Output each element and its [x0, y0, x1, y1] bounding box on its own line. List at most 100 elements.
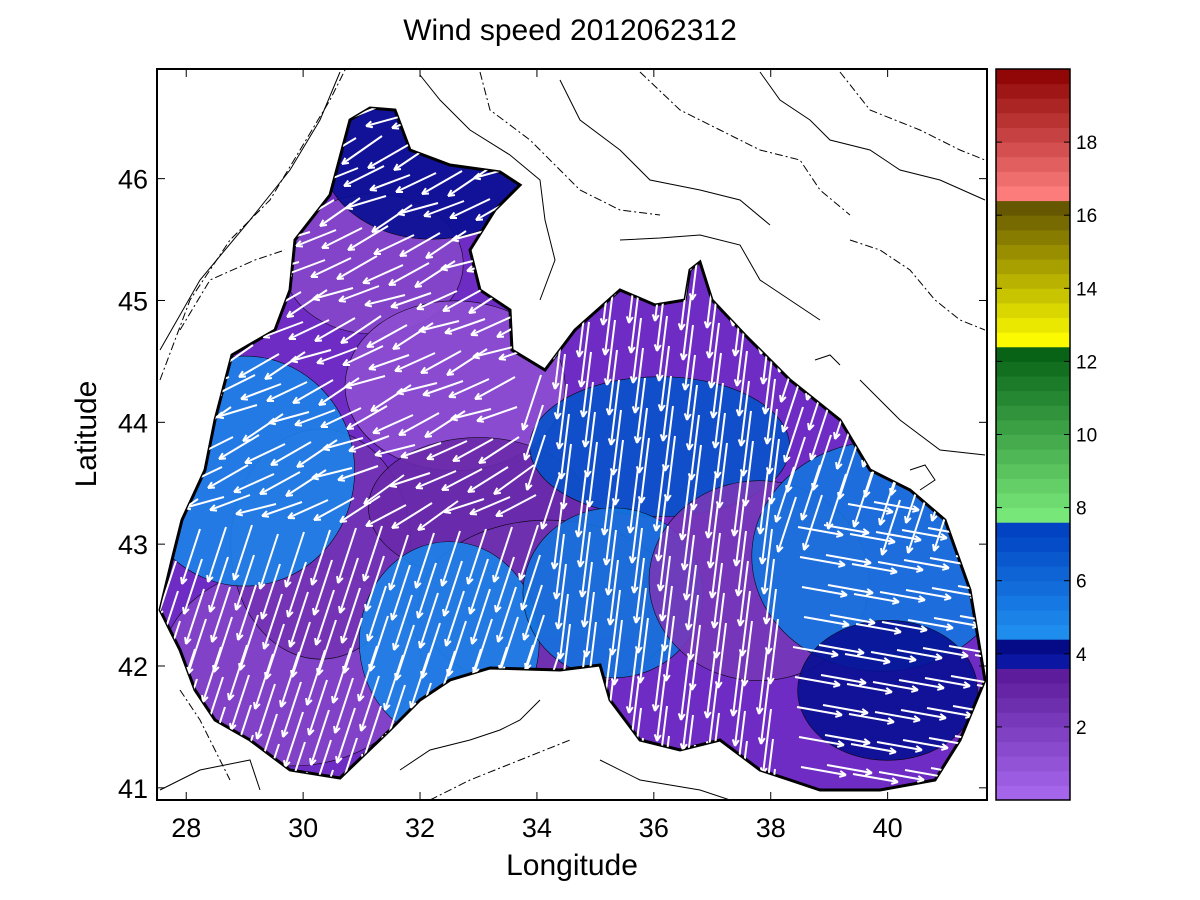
wind-arrow-head [939, 533, 948, 541]
wind-arrow [289, 591, 309, 648]
wind-arrow [265, 623, 285, 680]
wind-arrow [478, 436, 520, 464]
wind-arrow [254, 653, 274, 710]
wind-arrow [342, 345, 384, 366]
wind-arrow-head [184, 636, 192, 645]
wind-arrow [588, 441, 598, 508]
colorbar-swatch [996, 624, 1070, 640]
wind-arrow-head [496, 330, 505, 338]
wind-arrow [261, 563, 281, 620]
wind-arrow [474, 376, 516, 400]
wind-arrow-head [987, 650, 994, 656]
wind-arrow-head [779, 394, 787, 403]
wind-arrow-head [654, 554, 663, 562]
wind-arrow [524, 404, 544, 461]
wind-arrow-head [312, 607, 320, 616]
wind-arrow-head [340, 816, 346, 823]
wind-arrow [473, 618, 493, 675]
wind-arrow-head [655, 374, 664, 382]
wind-arrow [824, 734, 871, 744]
wind-arrow [421, 170, 463, 195]
wind-arrow [415, 470, 457, 489]
wind-arrow-head [321, 241, 330, 249]
wind-arrow [584, 381, 594, 448]
wind-arrow [853, 593, 900, 603]
wind-arrow [207, 464, 249, 489]
wind-arrow-head [705, 351, 714, 359]
wind-arrow-head [397, 208, 406, 217]
wind-arrow [605, 499, 615, 566]
wind-arrow-head [469, 508, 478, 516]
wind-arrow [581, 531, 591, 598]
colorbar-swatch [996, 697, 1070, 713]
wind-arrow [422, 380, 464, 396]
wind-arrow-head [307, 727, 315, 736]
wind-arrow-head [424, 430, 433, 438]
colorbar-swatch [996, 156, 1070, 172]
wind-arrow-head [862, 738, 871, 746]
wind-arrow-head [418, 640, 426, 649]
wind-arrow-head [467, 485, 476, 493]
wind-arrow [363, 474, 405, 505]
wind-arrow [744, 440, 754, 507]
wind-arrow-head [286, 310, 295, 318]
wind-arrow-head [826, 521, 834, 530]
wind-arrow [825, 554, 872, 564]
wind-arrow [558, 383, 568, 450]
colorbar-swatch [996, 69, 1070, 85]
y-tick-label: 44 [118, 408, 148, 438]
wind-arrow-head [832, 680, 841, 688]
wind-arrow [228, 644, 248, 701]
wind-arrow [933, 617, 980, 627]
wind-arrow-head [400, 451, 409, 459]
colorbar-swatch [996, 259, 1070, 275]
wind-arrow [810, 404, 830, 461]
colorbar-swatch [996, 142, 1070, 158]
colorbar-swatch [996, 127, 1070, 143]
wind-arrow [399, 232, 441, 257]
wind-arrow-head [357, 693, 365, 702]
wind-arrow [689, 594, 699, 661]
wind-arrow [338, 285, 380, 302]
wind-arrow-head [880, 547, 888, 556]
wind-arrow [654, 645, 664, 712]
wind-arrow [368, 354, 410, 370]
wind-arrow-head [447, 189, 456, 197]
wind-arrow [924, 677, 971, 687]
wind-arrow [614, 439, 624, 506]
wind-arrow-head [141, 448, 148, 454]
wind-arrow [441, 468, 483, 491]
wind-arrow [761, 498, 771, 565]
wind-arrow-head [736, 619, 745, 627]
wind-arrow [855, 623, 902, 633]
wind-arrow-head [258, 581, 266, 590]
wind-arrow-head [730, 529, 739, 537]
wind-arrow [425, 230, 467, 259]
wind-arrow-head [292, 396, 301, 404]
wind-arrow-head [364, 603, 372, 612]
wind-arrow [499, 616, 519, 673]
colorbar-swatch [996, 478, 1070, 494]
wind-arrow [318, 377, 360, 406]
wind-arrow [334, 677, 354, 734]
wind-arrow-head [333, 725, 341, 734]
wind-arrow [366, 324, 408, 348]
wind-arrow-head [233, 485, 242, 494]
wind-arrow-head [446, 368, 455, 376]
wind-arrow [777, 496, 797, 553]
wind-arrow-head [496, 634, 504, 643]
wind-arrow [373, 234, 415, 255]
wind-arrow [707, 472, 717, 539]
wind-arrow [320, 407, 362, 428]
wind-arrow [339, 557, 359, 614]
wind-arrow-head [678, 533, 687, 541]
wind-arrow [682, 294, 692, 361]
wind-arrow-head [140, 246, 147, 252]
wind-arrow-head [652, 524, 661, 532]
wind-arrow [792, 646, 839, 656]
wind-arrow-head [735, 409, 744, 417]
wind-arrow-head [914, 745, 923, 753]
colorbar-swatch [996, 273, 1070, 289]
colorbar [996, 69, 1070, 801]
wind-arrow-head [475, 213, 484, 221]
